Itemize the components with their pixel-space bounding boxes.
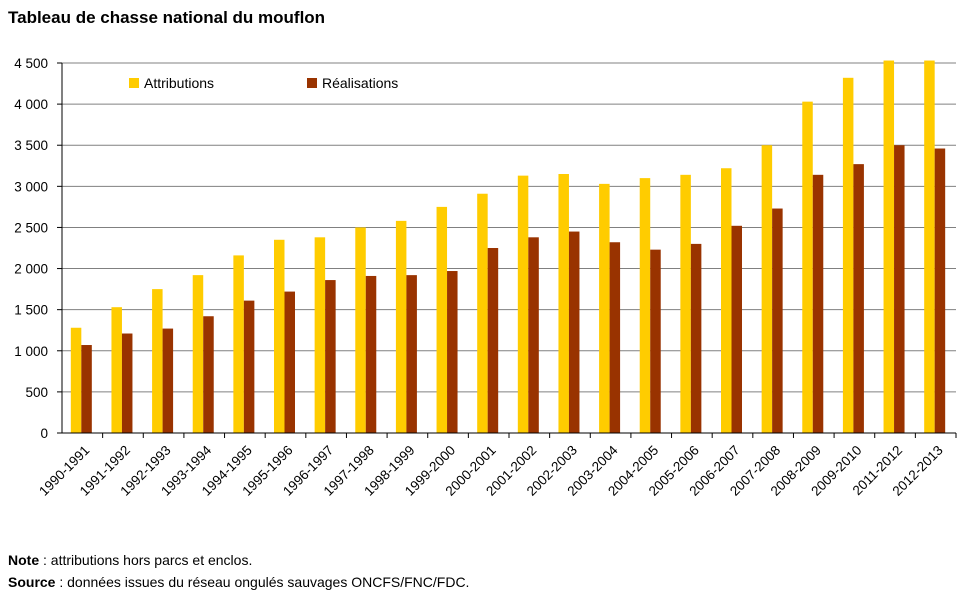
y-tick-label: 4 000: [14, 97, 48, 112]
bar-attributions: [639, 178, 651, 433]
bar-realisations: [406, 275, 417, 433]
bar-attributions: [517, 175, 529, 433]
bar-realisations: [284, 291, 295, 433]
bar-realisations: [568, 231, 580, 433]
note-label: Note: [8, 552, 40, 568]
bar-attributions: [436, 206, 448, 433]
bar-realisations: [487, 248, 499, 433]
bar-realisations: [243, 300, 255, 433]
note-text: : attributions hors parcs et enclos.: [39, 552, 253, 568]
bar-realisations: [528, 237, 539, 433]
bar-realisations: [731, 225, 742, 433]
bar-attributions: [761, 145, 773, 433]
bar-realisations: [447, 271, 458, 433]
bar-attributions: [842, 77, 854, 434]
bar-attributions: [721, 168, 732, 433]
bar-attributions: [355, 227, 366, 433]
bar-realisations: [162, 328, 174, 433]
bar-realisations: [609, 242, 621, 433]
y-tick-label: 1 500: [14, 303, 48, 318]
bar-attributions: [558, 174, 569, 433]
y-tick-label: 4 500: [14, 56, 48, 71]
y-tick-label: 2 500: [14, 220, 48, 235]
bar-realisations: [812, 174, 824, 434]
bar-attributions: [314, 237, 326, 433]
bar-realisations: [690, 243, 702, 433]
bar-attributions: [111, 307, 122, 433]
bar-realisations: [365, 275, 377, 433]
bars: [70, 60, 946, 434]
bar-attributions: [233, 255, 244, 433]
legend-realisations-label: Réalisations: [322, 75, 398, 91]
source-label: Source: [8, 574, 56, 590]
y-tick-label: 1 000: [14, 344, 48, 359]
bar-attributions: [883, 60, 895, 434]
y-tick-label: 3 000: [14, 179, 48, 194]
legend-attributions-swatch: [129, 78, 139, 88]
bar-realisations: [325, 280, 336, 433]
y-tick-label: 3 500: [14, 138, 48, 153]
legend-attributions-label: Attributions: [144, 75, 214, 91]
bar-attributions: [680, 174, 691, 434]
chart-title: Tableau de chasse national du mouflon: [8, 8, 326, 27]
bar-attributions: [599, 183, 610, 433]
bar-realisations: [203, 316, 214, 433]
y-tick-label: 0: [40, 426, 48, 441]
note-line: Note : attributions hors parcs et enclos…: [8, 549, 469, 571]
bar-attributions: [477, 193, 488, 433]
bar-realisations: [121, 333, 133, 433]
bar-realisations: [934, 148, 946, 433]
legend: Attributions Réalisations: [129, 75, 398, 91]
bar-attributions: [152, 289, 163, 433]
bar-realisations: [853, 164, 864, 433]
bar-realisations: [772, 208, 783, 433]
bar-attributions: [802, 101, 813, 434]
source-text: : données issues du réseau ongulés sauva…: [55, 574, 470, 590]
y-tick-label: 2 000: [14, 262, 48, 277]
notes: Note : attributions hors parcs et enclos…: [8, 549, 469, 593]
legend-realisations-swatch: [307, 78, 317, 88]
bar-realisations: [81, 345, 92, 433]
bar-attributions: [924, 60, 935, 434]
bar-attributions: [70, 327, 82, 433]
bar-chart: 0 500 1 000 1 500 2 000 2 500 3 000 3 500 4 000 4…: [14, 56, 957, 499]
bar-realisations: [650, 249, 661, 433]
bar-attributions: [395, 220, 407, 433]
y-tick-label: 500: [25, 385, 48, 400]
source-line: Source : données issues du réseau ongulé…: [8, 571, 469, 593]
bar-attributions: [192, 275, 204, 433]
bar-attributions: [274, 239, 285, 433]
bar-realisations: [894, 145, 905, 433]
